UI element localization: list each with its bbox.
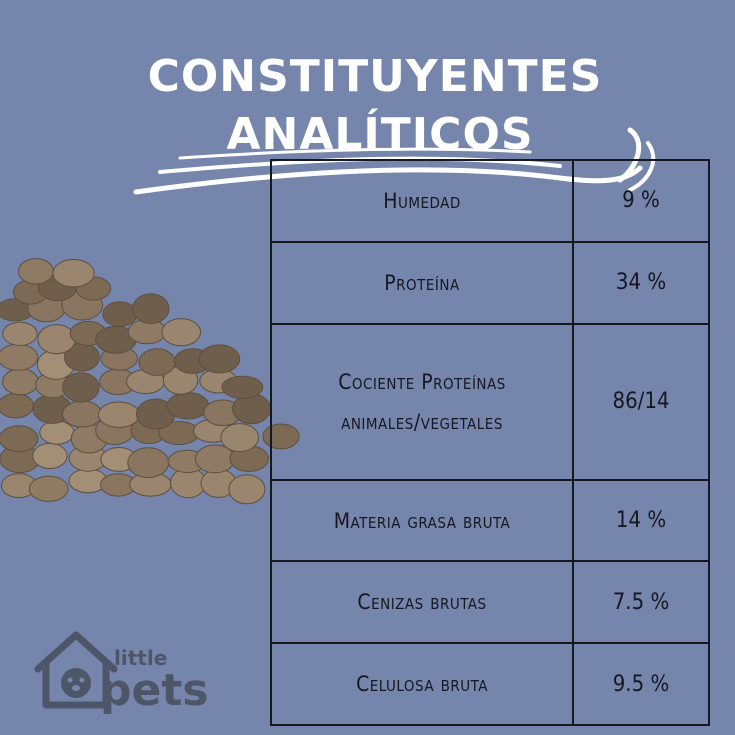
table-row: Materia grasa bruta 14 % <box>270 478 710 563</box>
row-value: 9.5 % <box>572 642 710 726</box>
kibble-piece <box>0 343 39 371</box>
row-label: Materia grasa bruta <box>270 478 574 563</box>
table-row: Celulosa bruta 9.5 % <box>270 642 710 726</box>
kibble-piece <box>132 293 170 325</box>
kibble-piece <box>18 258 54 285</box>
kibble-piece <box>220 423 259 453</box>
kibble-piece <box>32 442 68 469</box>
row-value: 86/14 <box>572 322 710 481</box>
page-title-line1: CONSTITUYENTES <box>147 51 603 102</box>
row-label: Proteína <box>270 240 574 325</box>
little-pets-logo: little pets <box>34 631 209 715</box>
kibble-piece <box>2 368 39 396</box>
kibble-piece <box>62 372 100 403</box>
row-value: 9 % <box>572 159 710 243</box>
kibble-pile-image <box>0 258 300 505</box>
row-label: Cociente Proteínas animales/vegetales <box>270 322 574 481</box>
kibble-piece <box>37 324 76 355</box>
kibble-piece <box>39 420 75 445</box>
row-label: Celulosa bruta <box>270 642 574 726</box>
row-label: Humedad <box>270 159 574 243</box>
kibble-piece <box>62 400 103 428</box>
kibble-piece <box>198 344 241 374</box>
logo-text-pets: pets <box>100 665 209 715</box>
kibble-piece <box>166 392 210 420</box>
row-value: 34 % <box>572 240 710 325</box>
kibble-piece <box>52 259 95 288</box>
kibble-piece <box>97 401 140 428</box>
kibble-piece <box>2 321 38 346</box>
table-row: Cociente Proteínas animales/vegetales 86… <box>270 322 710 481</box>
analysis-table: Humedad 9 % Proteína 34 % Cociente Prote… <box>270 159 710 726</box>
table-row: Proteína 34 % <box>270 240 710 325</box>
logo-text-little: little <box>114 646 167 670</box>
table-row: Cenizas brutas 7.5 % <box>270 560 710 645</box>
kibble-piece <box>161 318 201 347</box>
kibble-piece <box>102 301 138 327</box>
page-title-line2: ANALÍTICOS <box>226 109 534 160</box>
row-value: 14 % <box>572 478 710 563</box>
kibble-piece <box>228 474 266 505</box>
row-value: 7.5 % <box>572 560 710 645</box>
kibble-piece <box>221 375 264 399</box>
row-label: Cenizas brutas <box>270 560 574 645</box>
table-row: Humedad 9 % <box>270 159 710 243</box>
kibble-piece <box>127 447 170 479</box>
kibble-piece <box>0 425 39 453</box>
kibble-piece <box>0 393 34 419</box>
kibble-piece <box>138 348 176 376</box>
kibble-piece <box>28 475 69 502</box>
